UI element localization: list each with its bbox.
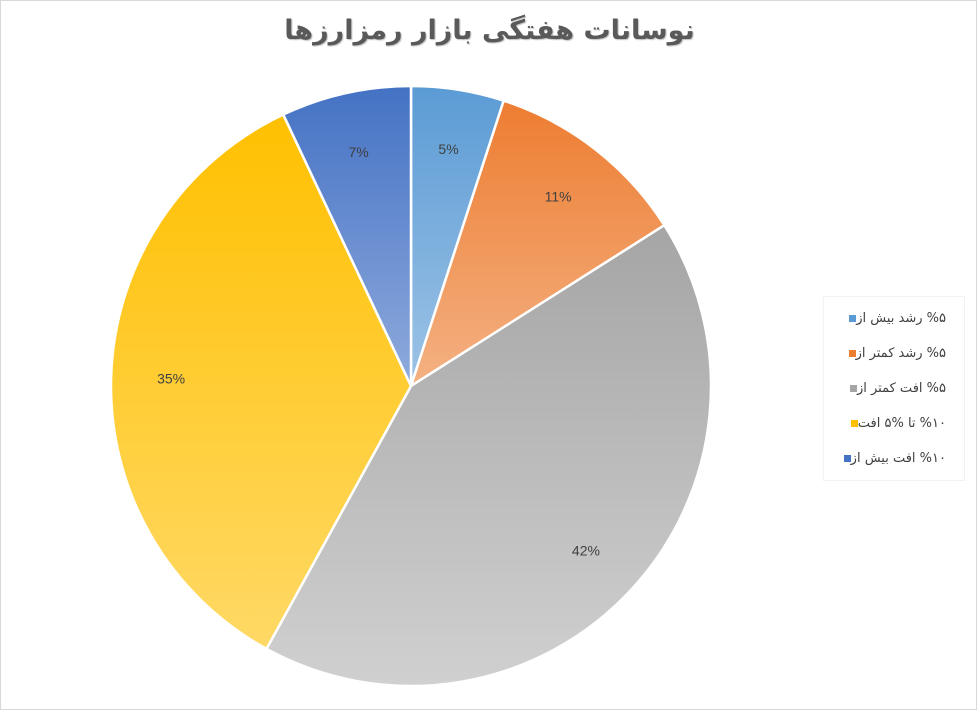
legend-label: %۵ رشد کمتر از [855, 346, 946, 361]
data-label: 11% [545, 188, 572, 204]
legend-item: %۱۰ افت بیش از [824, 441, 964, 476]
legend-label: %۵ افت کمتر از [856, 381, 946, 396]
legend-label: %۱۰ افت بیش از [850, 451, 946, 466]
pie-slice [109, 112, 413, 651]
legend-swatch [849, 385, 857, 392]
legend-swatch [849, 315, 857, 322]
legend-item: %۱۰ تا %۵ افت [824, 406, 964, 441]
pie-slice [281, 84, 413, 387]
legend-swatch [843, 455, 851, 462]
legend-item: %۵ رشد بیش از [824, 301, 964, 336]
data-label: 5% [438, 141, 458, 157]
pie-slice [264, 223, 713, 688]
legend: %۵ رشد بیش از %۵ رشد کمتر از %۵ افت کمتر ا… [823, 296, 965, 481]
data-label: 7% [349, 144, 369, 160]
legend-label: %۱۰ تا %۵ افت [857, 416, 946, 431]
legend-swatch [850, 420, 858, 427]
data-label: 42% [572, 542, 600, 558]
pie-slice [408, 99, 667, 389]
data-label: 35% [157, 370, 185, 386]
legend-label: %۵ رشد بیش از [856, 311, 946, 326]
legend-swatch [848, 350, 856, 357]
legend-item: %۵ رشد کمتر از [824, 336, 964, 371]
legend-item: %۵ افت کمتر از [824, 371, 964, 406]
chart-title: نوسانات هفتگی بازار رمزارزها [284, 15, 695, 46]
